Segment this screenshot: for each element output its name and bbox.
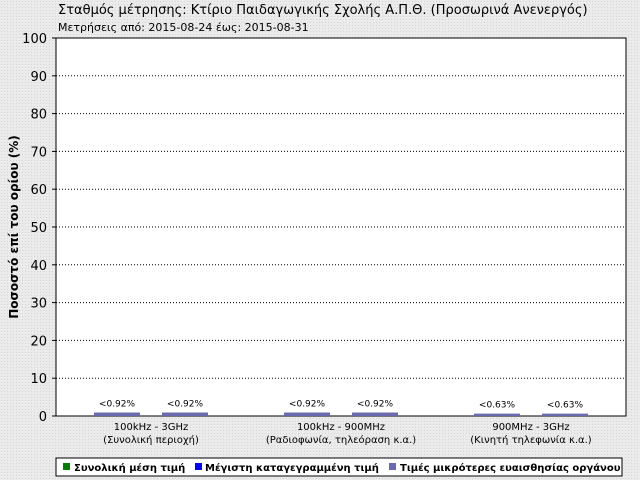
legend-swatch-max — [195, 463, 202, 470]
y-tick-label: 80 — [30, 108, 47, 123]
grid-lines — [56, 75, 626, 379]
bar — [162, 412, 208, 416]
bar — [352, 412, 398, 416]
x-category-label: 100kHz - 3GHz — [114, 422, 189, 433]
y-tick-label: 30 — [30, 297, 47, 312]
y-tick-label: 90 — [30, 70, 47, 85]
bar-data-label: <0.92% — [99, 400, 136, 410]
x-category-label: 100kHz - 900MHz — [297, 422, 385, 433]
chart-subtitle: Μετρήσεις από: 2015-08-24 έως: 2015-08-3… — [58, 21, 309, 34]
y-tick-label: 0 — [39, 410, 47, 425]
bar-data-label: <0.63% — [479, 401, 516, 411]
y-tick-label: 40 — [30, 259, 47, 274]
legend-label-sensitivity: Τιμές μικρότερες ευαισθησίας οργάνου — [400, 462, 621, 474]
legend-swatch-mean — [63, 463, 70, 470]
x-category-sublabel: (Συνολική περιοχή) — [103, 434, 199, 446]
y-tick-label: 50 — [30, 221, 47, 236]
y-tick-label: 100 — [22, 32, 47, 47]
y-tick-label: 10 — [30, 372, 47, 387]
y-axis-label: Ποσοστό επί του ορίου (%) — [7, 135, 21, 319]
legend-swatch-sensitivity — [389, 463, 396, 470]
bar-data-label: <0.63% — [547, 401, 584, 411]
bar — [284, 412, 330, 416]
x-category-label: 900MHz - 3GHz — [492, 422, 569, 433]
y-tick-label: 70 — [30, 145, 47, 160]
chart-title: Σταθμός μέτρησης: Κτίριο Παιδαγωγικής Σχ… — [58, 3, 588, 18]
bar-data-label: <0.92% — [357, 400, 394, 410]
x-axis-labels: 100kHz - 3GHz(Συνολική περιοχή) 100kHz - … — [103, 422, 592, 446]
bar — [542, 413, 588, 416]
y-tick-label: 20 — [30, 334, 47, 349]
bar — [94, 412, 140, 416]
x-category-sublabel: (Κινητή τηλεφωνία κ.α.) — [470, 434, 592, 446]
bar — [474, 413, 520, 416]
legend-label-mean: Συνολική μέση τιμή — [74, 462, 185, 474]
x-category-sublabel: (Ραδιοφωνία, τηλεόραση κ.α.) — [266, 434, 416, 446]
y-axis-ticks: 0 10 20 30 40 50 60 70 80 90 100 — [22, 32, 56, 425]
bar-data-label: <0.92% — [167, 400, 204, 410]
legend: Συνολική μέση τιμή Μέγιστη καταγεγραμμέν… — [55, 457, 623, 477]
bars: <0.92% <0.92% <0.92% <0.92% <0.63% <0.63% — [94, 400, 588, 416]
bar-data-label: <0.92% — [289, 400, 326, 410]
legend-box — [55, 457, 623, 477]
legend-label-max: Μέγιστη καταγεγραμμένη τιμή — [205, 462, 379, 474]
y-tick-label: 60 — [30, 183, 47, 198]
